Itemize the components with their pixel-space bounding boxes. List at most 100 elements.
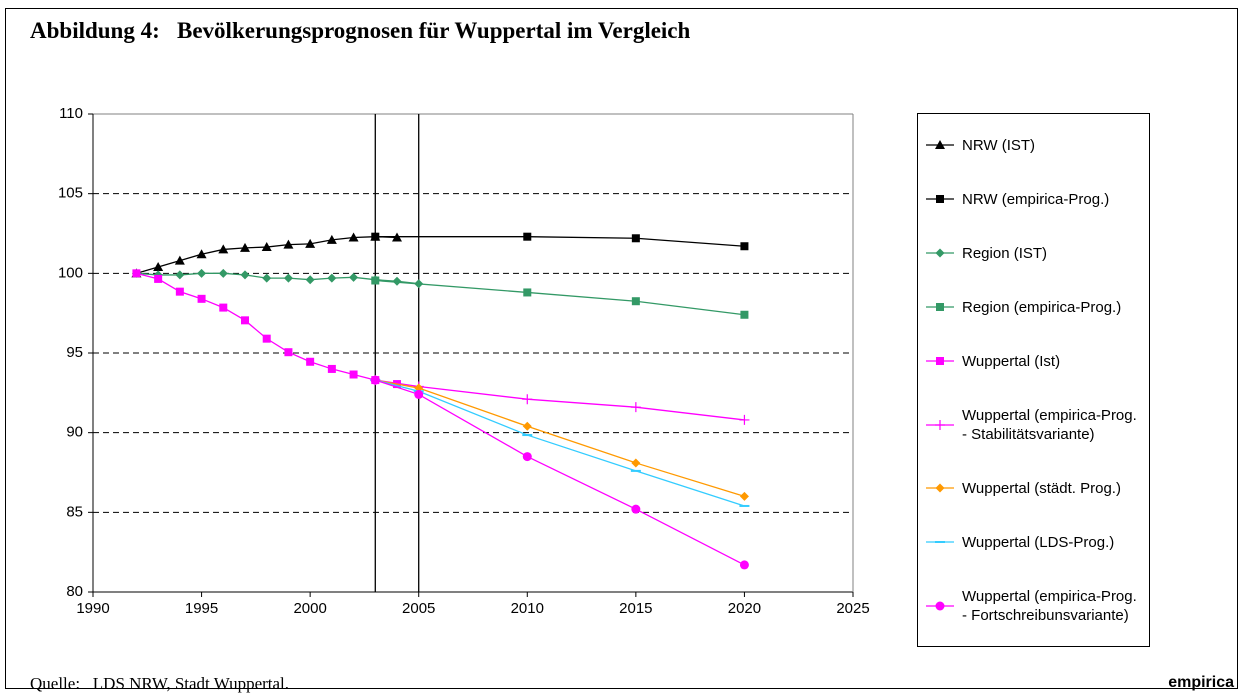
marker [740,242,749,251]
marker [739,560,749,570]
y-tick-label: 90 [66,424,83,441]
marker [349,272,359,282]
marker [262,273,272,283]
marker [631,234,640,243]
series-line [136,272,398,385]
legend-swatch [926,303,954,311]
marker [739,491,749,501]
legend-entry: Region (empirica-Prog.) [918,298,1149,317]
legend-label: Wuppertal (empirica-Prog. - Fortschreibu… [962,587,1137,624]
marker [631,504,641,514]
marker [414,389,424,399]
marker [196,249,207,259]
brand: empirica [1168,674,1234,691]
series-line [375,379,745,421]
series-line [375,236,745,247]
marker [935,140,945,149]
legend-swatch [926,483,954,493]
chart-title: Abbildung 4: Bevölkerungsprognosen für W… [30,18,691,43]
marker [935,483,945,493]
x-tick-label: 2025 [836,600,869,617]
legend: NRW (IST) NRW (empirica-Prog.) Region (IST… [917,113,1150,647]
marker [197,294,206,303]
x-tick-label: 2000 [293,600,326,617]
marker [284,348,293,357]
x-tick-label: 1990 [76,600,109,617]
marker [327,273,337,283]
marker [935,248,945,258]
marker [631,458,641,468]
marker [197,268,207,278]
legend-entry: Region (IST) [918,244,1149,263]
x-tick-label: 1995 [185,600,218,617]
y-tick-label: 80 [66,583,83,600]
marker [370,375,380,385]
marker [132,269,141,278]
marker [153,261,164,271]
marker [522,421,532,431]
series-line [375,379,745,566]
marker [348,232,359,242]
legend-label: Region (IST) [962,244,1048,262]
marker [306,357,315,366]
legend-label: Region (empirica-Prog.) [962,298,1122,316]
legend-swatch [926,357,954,365]
legend-entry: Wuppertal (Ist) [918,352,1149,371]
marker [327,364,336,373]
marker [218,244,229,254]
legend-swatch [926,601,954,610]
y-tick-label: 100 [58,264,83,281]
marker [283,239,294,249]
marker [326,234,337,244]
legend-swatch [926,140,954,149]
marker [631,297,640,306]
legend-entry: Wuppertal (städt. Prog.) [918,479,1149,498]
x-tick-label: 2015 [619,600,652,617]
marker [305,275,315,285]
marker [371,232,380,241]
marker [174,255,185,265]
marker [630,402,641,413]
legend-label: NRW (empirica-Prog.) [962,190,1110,208]
legend-entry: NRW (IST) [918,136,1149,155]
frame [5,8,1238,689]
legend-entry: Wuppertal (empirica-Prog. - Fortschreibu… [918,587,1149,625]
x-tick-label: 2010 [511,600,544,617]
legend-swatch [926,248,954,258]
marker [936,357,944,365]
legend-entry: Wuppertal (empirica-Prog. - Stabilitätsv… [918,406,1149,444]
marker [175,270,185,280]
x-tick-label: 2005 [402,600,435,617]
marker [936,195,944,203]
series-line [375,379,745,507]
marker [241,316,249,325]
marker [392,276,402,286]
legend-swatch [926,541,954,543]
marker [154,274,163,283]
series-line [375,379,745,498]
marker [523,232,532,241]
legend-entry: NRW (empirica-Prog.) [918,190,1149,209]
source-note: Quelle: LDS NRW, Stadt Wuppertal. [30,674,290,693]
marker [936,303,944,311]
marker [522,452,532,462]
marker [305,238,316,248]
marker [240,270,250,280]
marker [522,394,533,405]
marker [261,242,272,252]
x-tick-label: 2020 [728,600,761,617]
marker [349,370,358,379]
y-tick-label: 95 [66,344,83,361]
marker [218,268,228,278]
marker [935,601,945,610]
y-tick-label: 85 [66,503,83,520]
marker [740,310,749,319]
legend-entry: Wuppertal (LDS-Prog.) [918,533,1149,552]
marker [371,276,380,285]
series-line [375,279,745,316]
y-tick-label: 105 [58,185,83,202]
legend-label: Wuppertal (LDS-Prog.) [962,533,1115,551]
legend-label: NRW (IST) [962,136,1036,154]
marker [175,287,184,296]
